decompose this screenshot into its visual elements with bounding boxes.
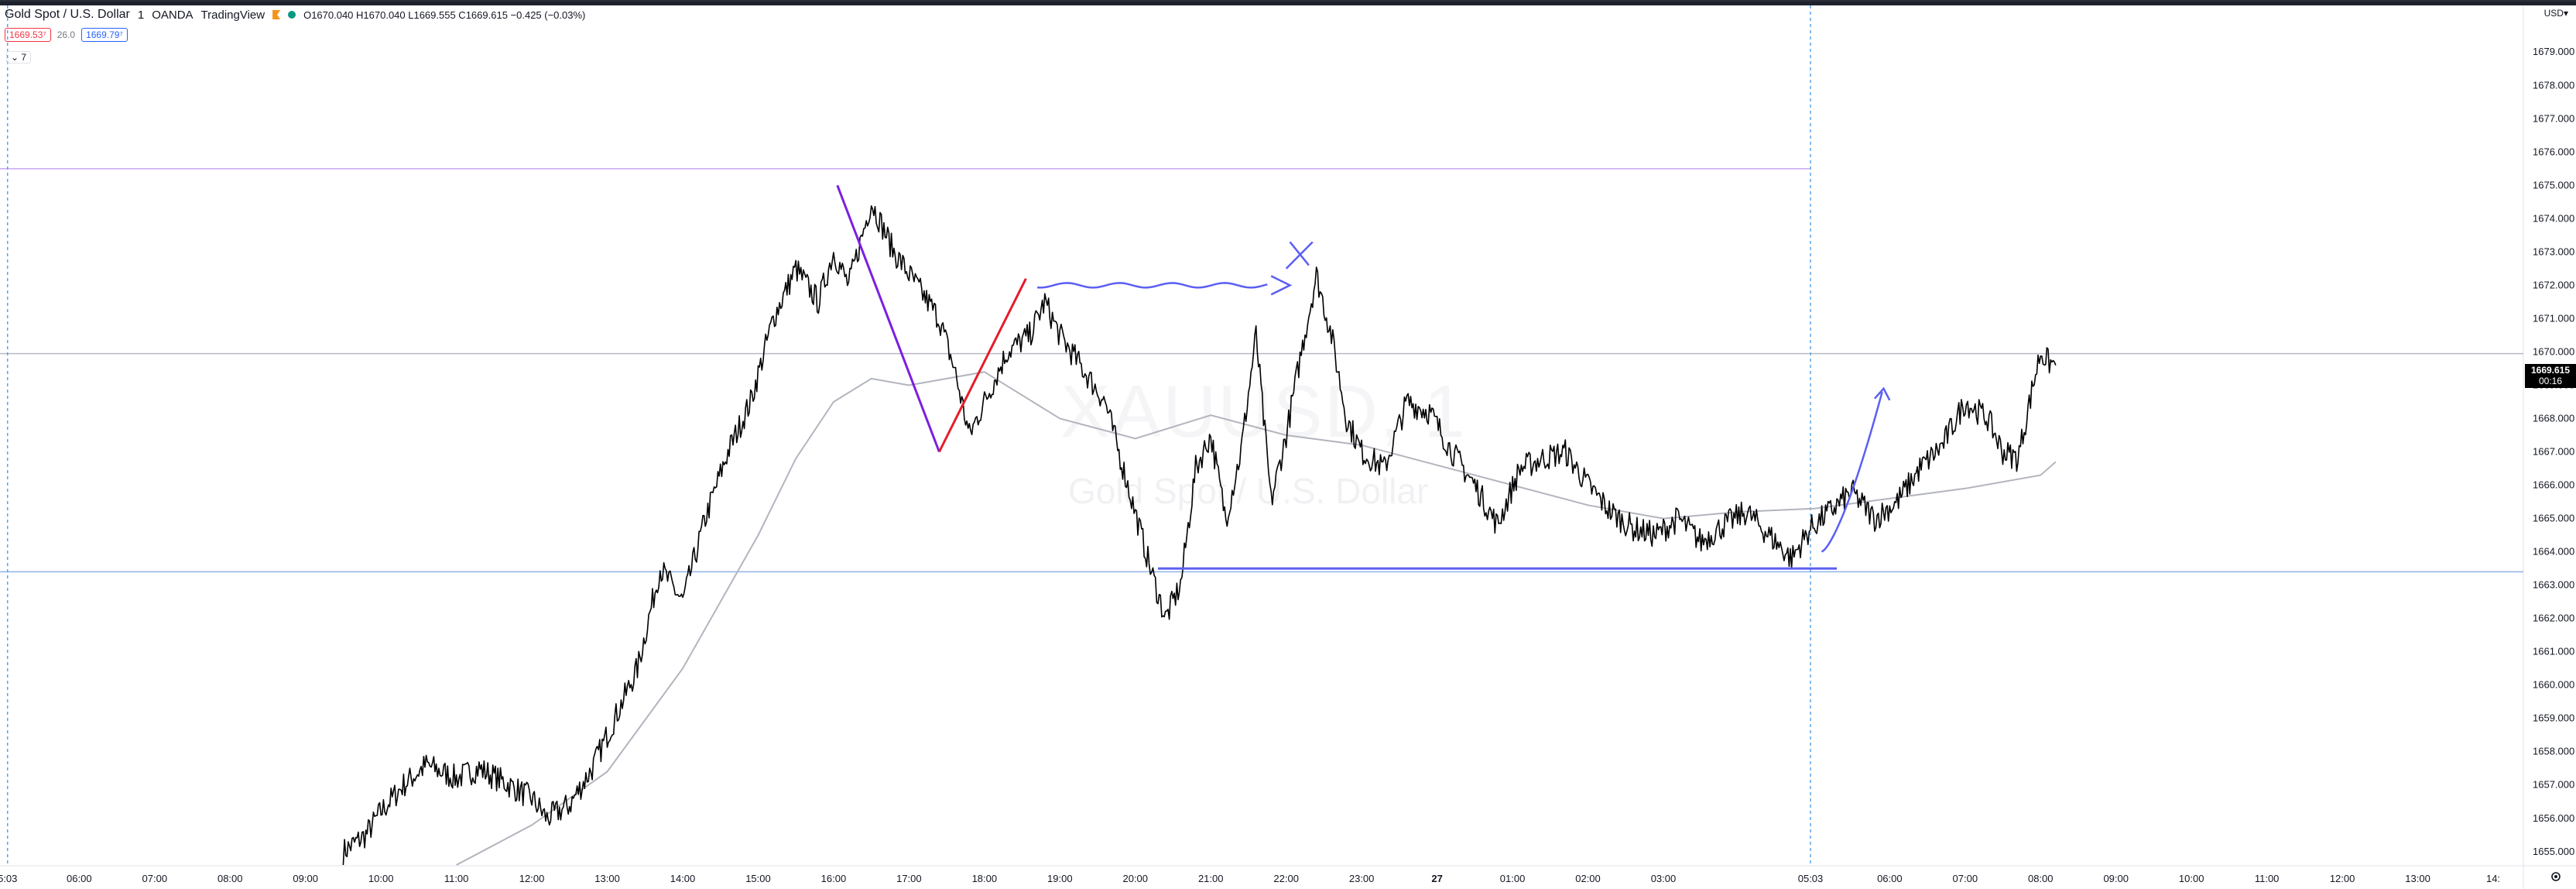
- time-tick-label: 13:00: [594, 873, 620, 884]
- price-tick-label: 1675.000: [2533, 179, 2574, 190]
- time-tick-label: 5:03: [0, 873, 17, 884]
- time-tick-label: 23:00: [1349, 873, 1375, 884]
- symbol-name[interactable]: Gold Spot / U.S. Dollar: [5, 8, 130, 21]
- buy-button[interactable]: 1669.79⁷: [81, 28, 128, 42]
- trendline-purple: [836, 184, 940, 453]
- arrow-head: [1270, 275, 1293, 296]
- time-tick-label: 12:00: [2330, 873, 2355, 884]
- projection-arrow-head: [1873, 386, 1891, 401]
- price-tick-label: 1655.000: [2533, 846, 2574, 857]
- interval-label[interactable]: 1: [137, 8, 145, 22]
- top-toolbar: [0, 0, 2576, 5]
- price-tick-label: 1656.000: [2533, 812, 2574, 824]
- cross-mark: [1289, 241, 1310, 266]
- price-tick-label: 1667.000: [2533, 446, 2574, 458]
- time-tick-label: 02:00: [1575, 873, 1601, 884]
- price-tick-label: 1673.000: [2533, 245, 2574, 257]
- time-tick-label: 20:00: [1122, 873, 1148, 884]
- gear-icon[interactable]: [2550, 870, 2562, 883]
- time-tick-label: 27: [1431, 873, 1442, 884]
- price-tick-label: 1678.000: [2533, 79, 2574, 91]
- time-tick-label: 22:00: [1273, 873, 1299, 884]
- last-price-label: 1669.615 00:16: [2525, 364, 2576, 388]
- bar-countdown: 00:16: [2538, 376, 2563, 386]
- time-tick-label: 14:00: [670, 873, 696, 884]
- chevron-down-icon: ▾: [2563, 8, 2568, 19]
- time-tick-label: 10:00: [2179, 873, 2204, 884]
- time-tick-label: 12:00: [519, 873, 545, 884]
- time-tick-label: 16:00: [821, 873, 847, 884]
- indicators-toggle-button[interactable]: ⌄ 7: [6, 51, 32, 64]
- price-tick-label: 1670.000: [2533, 345, 2574, 357]
- broker-label: OANDA: [152, 8, 194, 22]
- chart-pane[interactable]: XAUUSD, 1 Gold Spot / U.S. Dollar 1655.0…: [0, 5, 2576, 889]
- time-tick-label: 17:00: [896, 873, 922, 884]
- time-tick-label: 01:00: [1500, 873, 1526, 884]
- price-tick-label: 1663.000: [2533, 579, 2574, 591]
- time-tick-label: 19:00: [1047, 873, 1073, 884]
- time-tick-label: 06:00: [1877, 873, 1903, 884]
- time-tick-label: 07:00: [1953, 873, 1978, 884]
- top-toolbar-strip: [0, 0, 2576, 2]
- price-tick-label: 1665.000: [2533, 513, 2574, 524]
- price-tick-label: 1672.000: [2533, 279, 2574, 290]
- symbol-legend[interactable]: Gold Spot / U.S. Dollar 1 OANDA TradingV…: [5, 8, 585, 22]
- price-tick-label: 1674.000: [2533, 212, 2574, 224]
- platform-label: TradingView: [200, 8, 265, 22]
- time-tick-label: 11:00: [444, 873, 469, 884]
- time-tick-label: 07:00: [142, 873, 168, 884]
- market-status-icon[interactable]: [288, 11, 296, 19]
- price-series: [342, 205, 2057, 866]
- squiggle-line: [1037, 282, 1268, 289]
- price-tick-label: 1668.000: [2533, 412, 2574, 424]
- price-tick-label: 1666.000: [2533, 479, 2574, 491]
- ohlc-values: O1670.040 H1670.040 L1669.555 C1669.615 …: [303, 9, 586, 21]
- sell-button[interactable]: 1669.53⁷: [5, 28, 51, 42]
- time-tick-label: 14:: [2486, 873, 2500, 884]
- price-tick-label: 1662.000: [2533, 613, 2574, 624]
- time-tick-label: 08:00: [2028, 873, 2054, 884]
- time-tick-label: 03:00: [1651, 873, 1677, 884]
- time-tick-label: 21:00: [1198, 873, 1224, 884]
- price-tick-label: 1657.000: [2533, 779, 2574, 791]
- time-tick-label: 18:00: [972, 873, 998, 884]
- price-tick-label: 1679.000: [2533, 46, 2574, 57]
- time-tick-label: 09:00: [2103, 873, 2129, 884]
- indicators-count: 7: [21, 52, 27, 63]
- price-tick-label: 1658.000: [2533, 746, 2574, 757]
- trade-buttons: 1669.53⁷ 26.0 1669.79⁷: [5, 28, 128, 42]
- cross-mark: [1285, 241, 1314, 269]
- trendline-red: [938, 278, 1027, 453]
- price-tick-label: 1661.000: [2533, 646, 2574, 657]
- time-tick-label: 13:00: [2405, 873, 2430, 884]
- price-tick-label: 1660.000: [2533, 679, 2574, 691]
- moving-average-line: [456, 371, 2057, 866]
- price-tick-label: 1676.000: [2533, 146, 2574, 157]
- time-tick-label: 05:03: [1798, 873, 1824, 884]
- price-chart[interactable]: 1655.000 1656.000 1657.000 1658.000 1659.000…: [0, 5, 2576, 889]
- time-tick-label: 10:00: [368, 873, 394, 884]
- price-tick-label: 1671.000: [2533, 312, 2574, 324]
- chevron-down-icon: ⌄: [11, 52, 19, 63]
- flag-icon[interactable]: [272, 10, 281, 19]
- currency-label: USD: [2543, 8, 2564, 19]
- time-tick-label: 09:00: [293, 873, 318, 884]
- projection-arrow: [1821, 391, 1883, 553]
- price-tick-label: 1659.000: [2533, 712, 2574, 724]
- spread-label: 26.0: [57, 29, 76, 40]
- time-tick-label: 15:00: [745, 873, 771, 884]
- price-tick-label: 1677.000: [2533, 112, 2574, 124]
- time-tick-label: 11:00: [2255, 873, 2280, 884]
- last-price-value: 1669.615: [2530, 365, 2571, 376]
- time-tick-label: 06:00: [67, 873, 92, 884]
- time-tick-label: 08:00: [218, 873, 243, 884]
- price-tick-label: 1664.000: [2533, 546, 2574, 558]
- currency-selector[interactable]: USD▾: [2544, 8, 2568, 19]
